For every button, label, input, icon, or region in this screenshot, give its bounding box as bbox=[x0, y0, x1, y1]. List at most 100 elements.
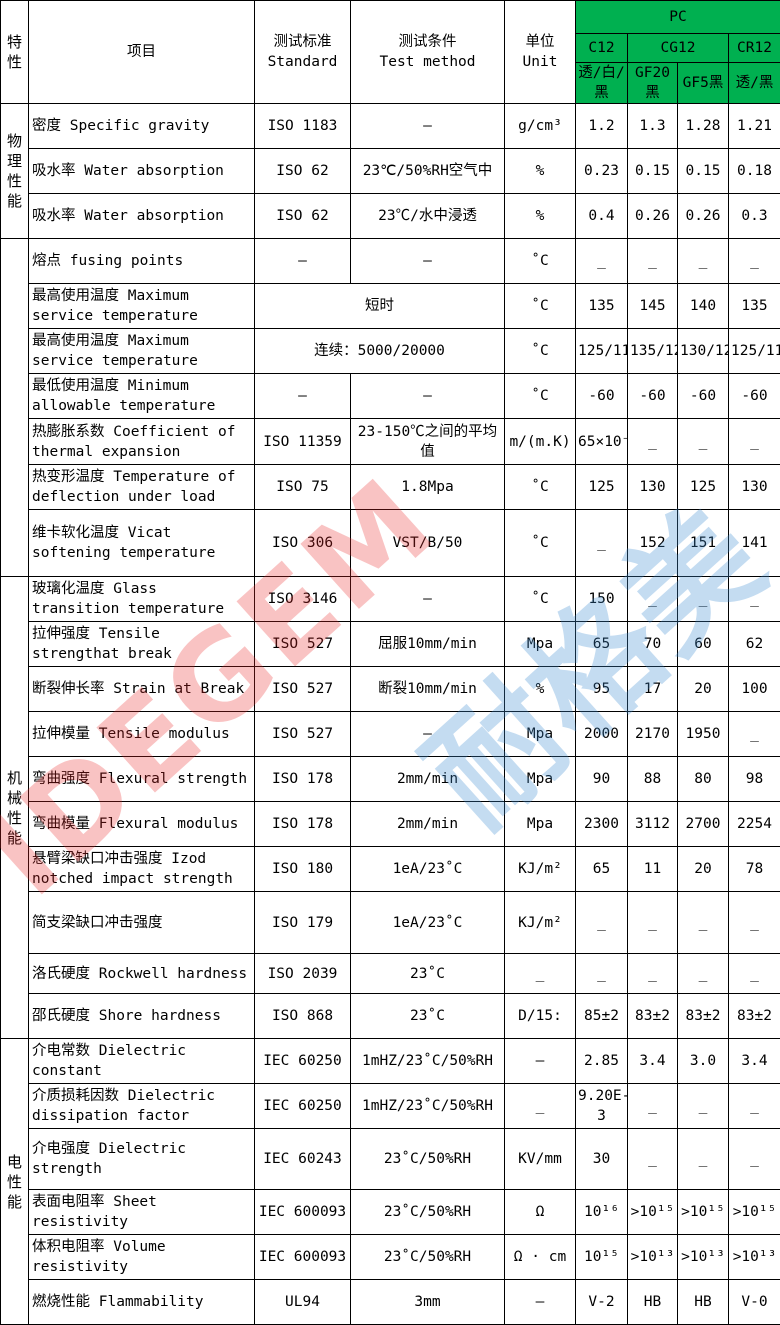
value-cell: 140 bbox=[678, 284, 729, 329]
header-variant: GF5黑 bbox=[678, 63, 729, 104]
value-cell: 2.85 bbox=[576, 1039, 628, 1084]
value-cell: _ bbox=[729, 892, 780, 954]
table-row: 熔点 fusing points––˚C____ bbox=[1, 239, 780, 284]
value-cell: _ bbox=[628, 1084, 678, 1129]
value-cell: _ bbox=[729, 954, 780, 994]
item-name: 拉伸强度 Tensile strengthat break bbox=[29, 622, 255, 667]
unit: ˚C bbox=[505, 577, 576, 622]
section-label: 机械性能 bbox=[1, 577, 29, 1039]
value-cell: _ bbox=[678, 239, 729, 284]
value-cell: _ bbox=[628, 1129, 678, 1190]
value-cell: _ bbox=[729, 577, 780, 622]
value-cell: 150 bbox=[576, 577, 628, 622]
value-cell: -60 bbox=[729, 374, 780, 419]
header-material: PC bbox=[576, 1, 780, 34]
header-unit-cn: 单位 bbox=[507, 32, 573, 52]
test-standard: ISO 179 bbox=[255, 892, 351, 954]
value-cell: 0.4 bbox=[576, 194, 628, 239]
test-standard: ISO 11359 bbox=[255, 419, 351, 465]
unit: Ω · cm bbox=[505, 1235, 576, 1280]
item-name: 洛氏硬度 Rockwell hardness bbox=[29, 954, 255, 994]
unit: D/15: bbox=[505, 994, 576, 1039]
value-cell: 125/115 bbox=[576, 329, 628, 374]
value-cell: 0.26 bbox=[628, 194, 678, 239]
test-standard: – bbox=[255, 374, 351, 419]
value-cell: 62 bbox=[729, 622, 780, 667]
value-cell: 141 bbox=[729, 510, 780, 577]
value-cell: _ bbox=[628, 892, 678, 954]
value-cell: HB bbox=[628, 1280, 678, 1325]
item-name: 介电常数 Dielectric constant bbox=[29, 1039, 255, 1084]
unit: ˚C bbox=[505, 374, 576, 419]
value-cell: 2700 bbox=[678, 802, 729, 847]
test-condition: 23˚C bbox=[351, 994, 505, 1039]
test-condition: 2mm/min bbox=[351, 802, 505, 847]
test-standard: ISO 75 bbox=[255, 465, 351, 510]
unit: Mpa bbox=[505, 622, 576, 667]
value-cell: 10¹⁶ bbox=[576, 1190, 628, 1235]
value-cell: 152 bbox=[628, 510, 678, 577]
unit: ˚C bbox=[505, 510, 576, 577]
header-variant: 透/白/黑 bbox=[576, 63, 628, 104]
test-condition: 23˚C/50%RH bbox=[351, 1129, 505, 1190]
item-name: 吸水率 Water absorption bbox=[29, 194, 255, 239]
test-condition: 23˚C/50%RH bbox=[351, 1235, 505, 1280]
value-cell: _ bbox=[729, 1084, 780, 1129]
header-variant: 透/黑 bbox=[729, 63, 780, 104]
test-condition: – bbox=[351, 374, 505, 419]
test-standard: ISO 178 bbox=[255, 802, 351, 847]
value-cell: 2170 bbox=[628, 712, 678, 757]
value-cell: 0.15 bbox=[678, 149, 729, 194]
value-cell: 65×10⁻⁶ bbox=[576, 419, 628, 465]
test-condition: 1eA/23˚C bbox=[351, 892, 505, 954]
test-condition: VST/B/50 bbox=[351, 510, 505, 577]
item-name: 弯曲强度 Flexural strength bbox=[29, 757, 255, 802]
value-cell: >10¹³ bbox=[628, 1235, 678, 1280]
value-cell: -60 bbox=[628, 374, 678, 419]
unit: _ bbox=[505, 954, 576, 994]
value-cell: _ bbox=[729, 419, 780, 465]
header-property: 特性 bbox=[1, 1, 29, 104]
value-cell: 90 bbox=[576, 757, 628, 802]
test-condition: 23˚C bbox=[351, 954, 505, 994]
test-standard: ISO 3146 bbox=[255, 577, 351, 622]
header-condition-en: Test method bbox=[353, 52, 502, 72]
value-cell: 85±2 bbox=[576, 994, 628, 1039]
test-condition: 23˚C/50%RH bbox=[351, 1190, 505, 1235]
value-cell: 1.21 bbox=[729, 104, 780, 149]
value-cell: _ bbox=[729, 712, 780, 757]
test-condition: 3mm bbox=[351, 1280, 505, 1325]
value-cell: _ bbox=[628, 954, 678, 994]
test-standard: ISO 62 bbox=[255, 194, 351, 239]
value-cell: 145 bbox=[628, 284, 678, 329]
value-cell: >10¹⁵ bbox=[729, 1190, 780, 1235]
unit: KJ/m² bbox=[505, 847, 576, 892]
test-standard: ISO 527 bbox=[255, 712, 351, 757]
value-cell: 130 bbox=[628, 465, 678, 510]
value-cell: 95 bbox=[576, 667, 628, 712]
test-standard: IEC 60250 bbox=[255, 1084, 351, 1129]
item-name: 表面电阻率 Sheet resistivity bbox=[29, 1190, 255, 1235]
unit: _ bbox=[505, 1084, 576, 1129]
value-cell: 0.3 bbox=[729, 194, 780, 239]
value-cell: 78 bbox=[729, 847, 780, 892]
item-name: 燃烧性能 Flammability bbox=[29, 1280, 255, 1325]
table-row: 最低使用温度 Minimum allowable temperature––˚C… bbox=[1, 374, 780, 419]
item-name: 弯曲模量 Flexural modulus bbox=[29, 802, 255, 847]
unit: KV/mm bbox=[505, 1129, 576, 1190]
item-name: 拉伸模量 Tensile modulus bbox=[29, 712, 255, 757]
value-cell: _ bbox=[628, 239, 678, 284]
value-cell: 10¹⁵ bbox=[576, 1235, 628, 1280]
value-cell: 11 bbox=[628, 847, 678, 892]
value-cell: 2300 bbox=[576, 802, 628, 847]
value-cell: _ bbox=[628, 419, 678, 465]
unit: – bbox=[505, 1039, 576, 1084]
value-cell: 0.26 bbox=[678, 194, 729, 239]
